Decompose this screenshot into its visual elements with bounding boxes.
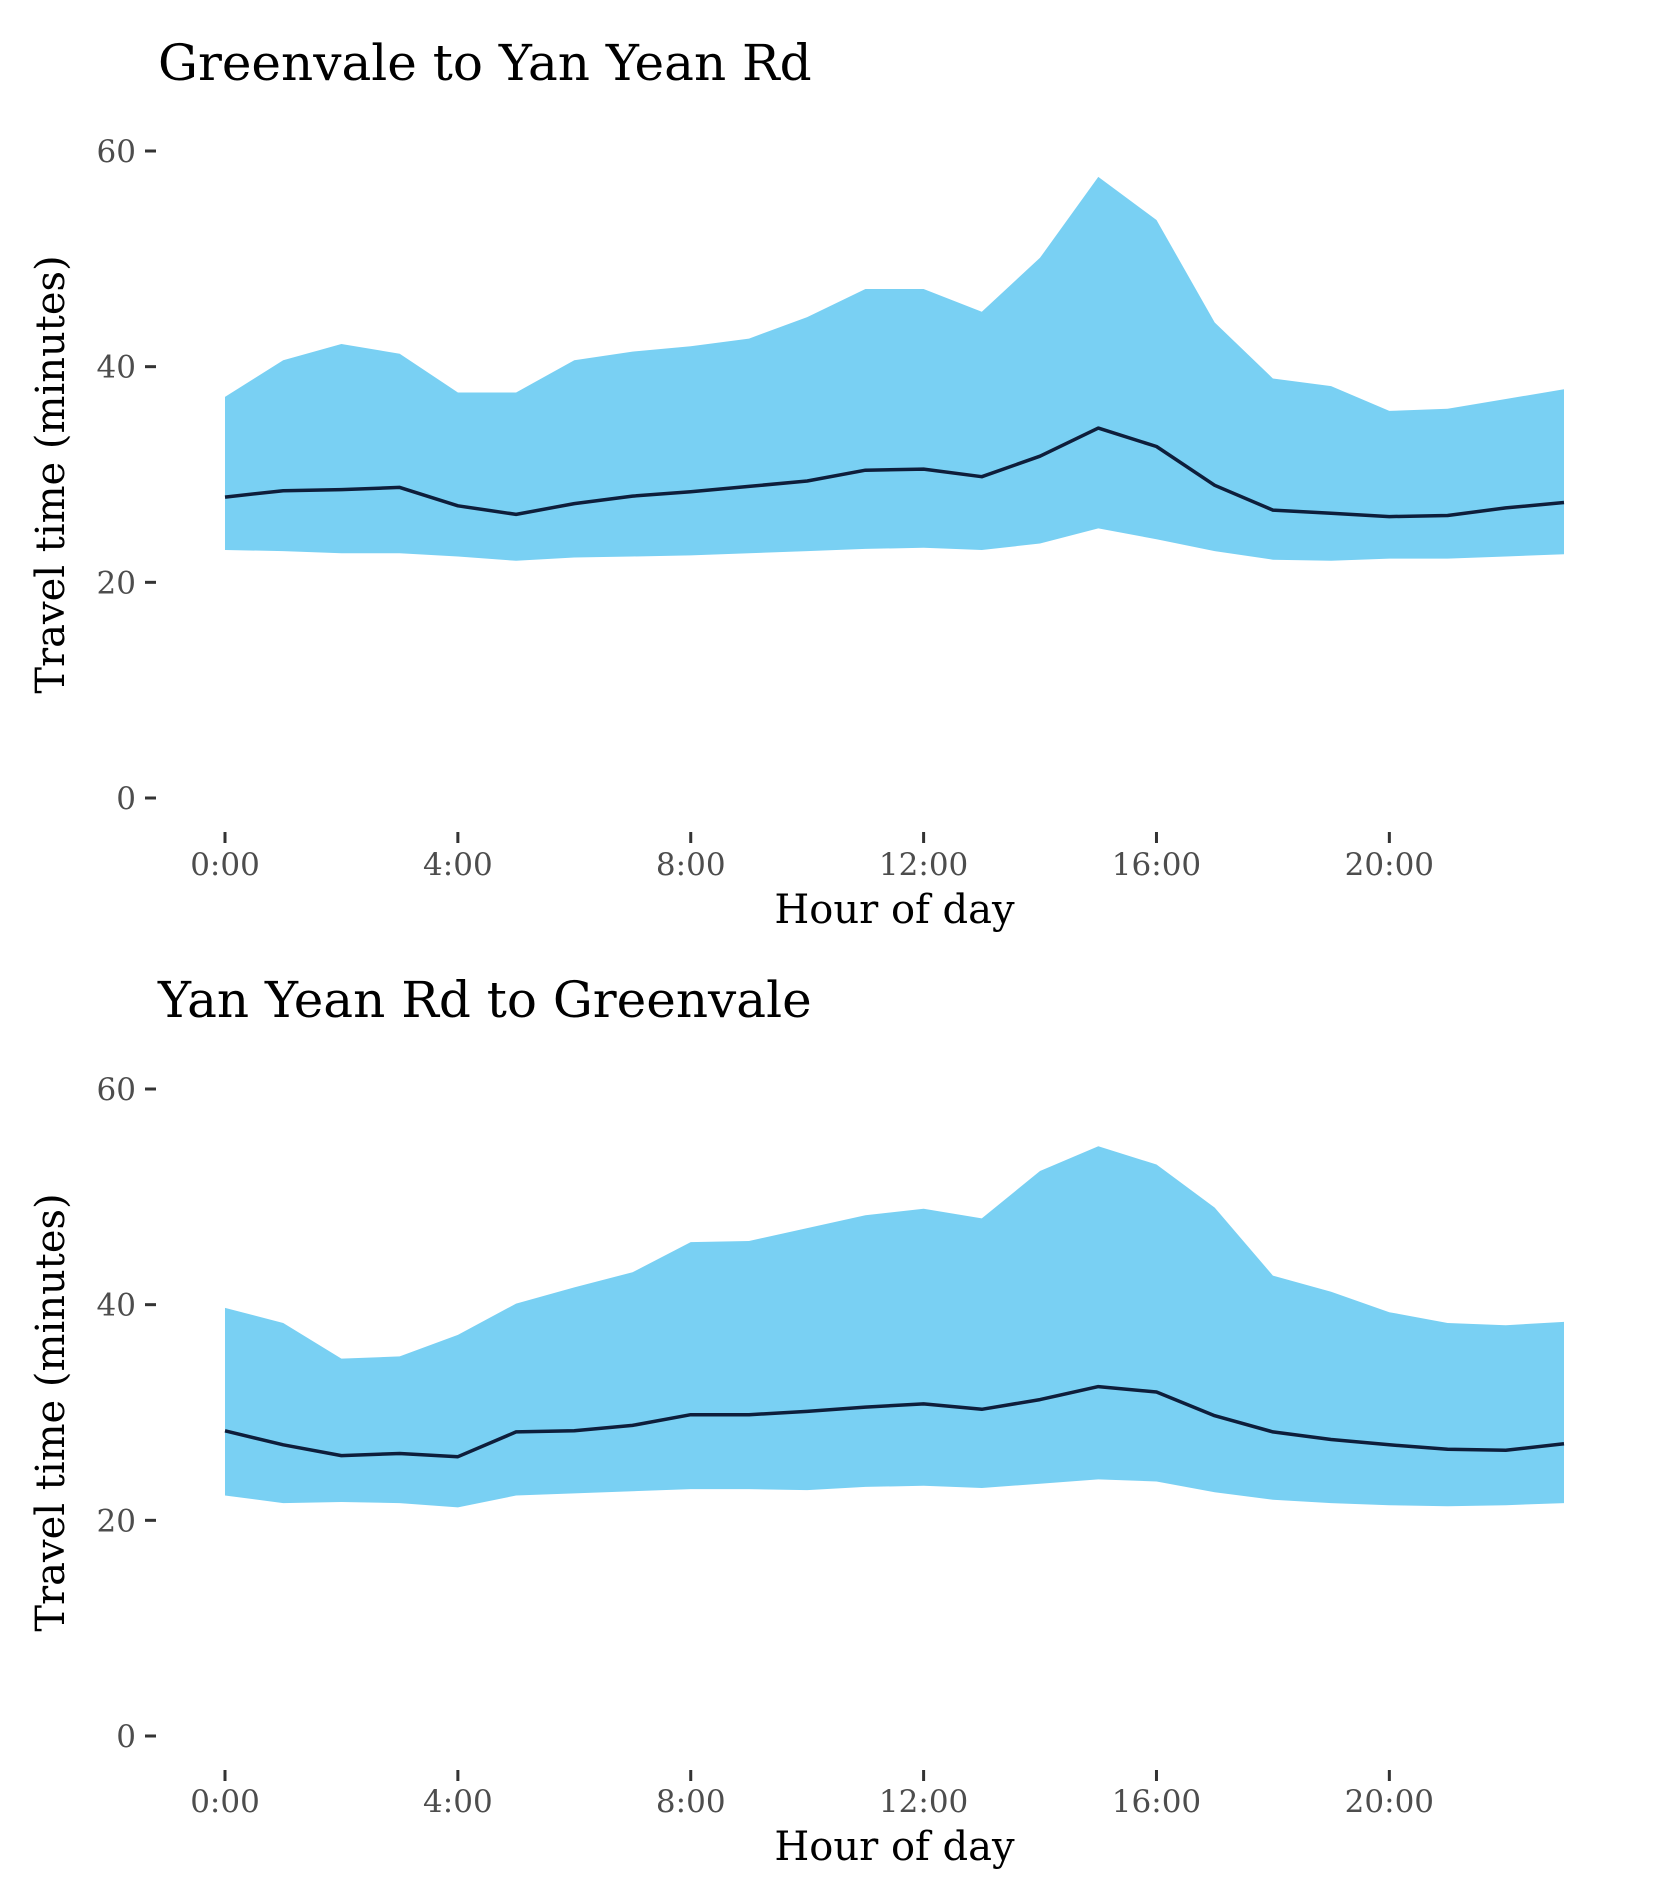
y-axis-title: Travel time (minutes) <box>28 255 74 693</box>
x-tick-label: 0:00 <box>190 847 260 883</box>
x-tick-label: 8:00 <box>656 1784 726 1820</box>
range-band <box>225 176 1564 561</box>
median-line <box>224 426 1565 519</box>
y-axis-title: Travel time (minutes) <box>28 1193 74 1631</box>
x-tick-label: 16:00 <box>1112 847 1201 883</box>
x-axis-title: Hour of day <box>774 1824 1015 1870</box>
x-tick-label: 20:00 <box>1345 847 1434 883</box>
panel-1: Greenvale to Yan Yean Rd 0 20 40 60 0:00 4:00 8… <box>28 34 1565 933</box>
x-axis-title: Hour of day <box>774 887 1015 933</box>
y-tick-label: 60 <box>97 1072 136 1108</box>
y-tick-label: 40 <box>97 350 136 386</box>
chart-title: Yan Yean Rd to Greenvale <box>157 971 812 1029</box>
y-tick-label: 0 <box>116 781 136 817</box>
x-tick-label: 16:00 <box>1112 1784 1201 1820</box>
range-band <box>225 1146 1564 1508</box>
x-tick-label: 4:00 <box>423 1784 493 1820</box>
y-tick-label: 60 <box>97 134 136 170</box>
x-tick-label: 12:00 <box>879 847 968 883</box>
x-tick-label: 0:00 <box>190 1784 260 1820</box>
panel-2: Yan Yean Rd to Greenvale 0 20 40 60 0:00 4:00 8… <box>28 971 1565 1870</box>
x-tick-label: 12:00 <box>879 1784 968 1820</box>
y-tick-label: 20 <box>97 1503 136 1539</box>
y-tick-label: 20 <box>97 565 136 601</box>
y-tick-label: 0 <box>116 1719 136 1755</box>
median-line <box>224 1384 1565 1459</box>
x-tick-label: 4:00 <box>423 847 493 883</box>
y-tick-label: 40 <box>97 1288 136 1324</box>
x-tick-label: 8:00 <box>656 847 726 883</box>
x-tick-label: 20:00 <box>1345 1784 1434 1820</box>
chart-title: Greenvale to Yan Yean Rd <box>158 34 812 92</box>
